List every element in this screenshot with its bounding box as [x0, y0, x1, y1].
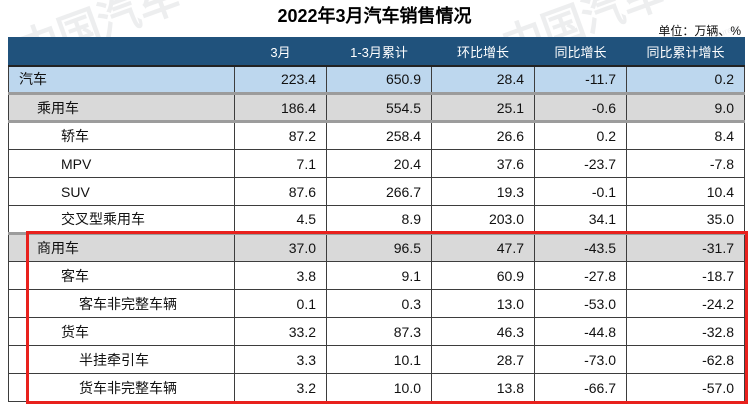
row-label: 货车非完整车辆: [8, 373, 235, 402]
value-cell: -24.2: [626, 289, 745, 318]
value-cell: 33.2: [234, 317, 327, 346]
value-cell: -7.8: [626, 149, 745, 178]
row-label: 商用车: [8, 232, 235, 262]
value-cell: 13.0: [431, 289, 535, 318]
value-cell: 3.3: [234, 345, 327, 374]
value-cell: 60.9: [431, 261, 535, 290]
table-row: 交叉型乘用车 4.5 8.9 203.0 34.1 35.0: [8, 205, 745, 234]
value-cell: 223.4: [234, 65, 327, 94]
value-cell: 9.1: [326, 261, 432, 290]
value-cell: 34.1: [534, 205, 627, 234]
table-row: 半挂牵引车 3.3 10.1 28.7 -73.0 -62.8: [8, 345, 745, 374]
value-cell: 10.0: [326, 373, 432, 402]
value-cell: -27.8: [534, 261, 627, 290]
row-label: MPV: [8, 149, 235, 178]
value-cell: 258.4: [326, 120, 432, 150]
sales-table: 3月 1-3月累计 环比增长 同比增长 同比累计增长 汽车 223.4 650.9 2…: [8, 37, 745, 402]
header-cell-mom-growth: 环比增长: [431, 37, 535, 67]
value-cell: 8.4: [626, 120, 745, 150]
row-label: 轿车: [8, 120, 235, 150]
value-cell: 7.1: [234, 149, 327, 178]
value-cell: 0.2: [626, 65, 745, 94]
value-cell: -0.6: [534, 92, 627, 122]
unit-note: 单位：万辆、%: [658, 24, 741, 38]
value-cell: 10.1: [326, 345, 432, 374]
value-cell: 186.4: [234, 92, 327, 122]
header-cell-ytd: 1-3月累计: [326, 37, 432, 67]
row-label: 货车: [8, 317, 235, 346]
value-cell: 37.6: [431, 149, 535, 178]
value-cell: 650.9: [326, 65, 432, 94]
table-row: 客车 3.8 9.1 60.9 -27.8 -18.7: [8, 261, 745, 290]
value-cell: -44.8: [534, 317, 627, 346]
value-cell: 203.0: [431, 205, 535, 234]
value-cell: 25.1: [431, 92, 535, 122]
table-row: SUV 87.6 266.7 19.3 -0.1 10.4: [8, 177, 745, 206]
value-cell: -32.8: [626, 317, 745, 346]
row-label: 交叉型乘用车: [8, 205, 235, 234]
header-cell-yoy-cum-growth: 同比累计增长: [626, 37, 745, 67]
value-cell: 46.3: [431, 317, 535, 346]
value-cell: 13.8: [431, 373, 535, 402]
value-cell: 35.0: [626, 205, 745, 234]
value-cell: 3.8: [234, 261, 327, 290]
table-row: 货车非完整车辆 3.2 10.0 13.8 -66.7 -57.0: [8, 373, 745, 402]
value-cell: 0.1: [234, 289, 327, 318]
table-row: 货车 33.2 87.3 46.3 -44.8 -32.8: [8, 317, 745, 346]
page-title: 2022年3月汽车销售情况: [277, 6, 472, 26]
value-cell: 3.2: [234, 373, 327, 402]
value-cell: 4.5: [234, 205, 327, 234]
value-cell: 87.2: [234, 120, 327, 150]
value-cell: -43.5: [534, 232, 627, 262]
value-cell: 8.9: [326, 205, 432, 234]
value-cell: -53.0: [534, 289, 627, 318]
row-label: 半挂牵引车: [8, 345, 235, 374]
value-cell: 87.6: [234, 177, 327, 206]
value-cell: -18.7: [626, 261, 745, 290]
value-cell: 96.5: [326, 232, 432, 262]
value-cell: 28.4: [431, 65, 535, 94]
header-cell-march: 3月: [234, 37, 327, 67]
value-cell: -23.7: [534, 149, 627, 178]
value-cell: -66.7: [534, 373, 627, 402]
value-cell: 19.3: [431, 177, 535, 206]
value-cell: 28.7: [431, 345, 535, 374]
value-cell: -0.1: [534, 177, 627, 206]
table-row: 汽车 223.4 650.9 28.4 -11.7 0.2: [8, 65, 745, 94]
table-row: 乘用车 186.4 554.5 25.1 -0.6 9.0: [8, 92, 745, 122]
value-cell: -57.0: [626, 373, 745, 402]
value-cell: -11.7: [534, 65, 627, 94]
table-row: 客车非完整车辆 0.1 0.3 13.0 -53.0 -24.2: [8, 289, 745, 318]
table-row: 轿车 87.2 258.4 26.6 0.2 8.4: [8, 120, 745, 150]
table-body: 汽车 223.4 650.9 28.4 -11.7 0.2 乘用车 186.4 554.5 25.…: [8, 65, 745, 402]
value-cell: -62.8: [626, 345, 745, 374]
value-cell: 0.3: [326, 289, 432, 318]
value-cell: 0.2: [534, 120, 627, 150]
row-label: SUV: [8, 177, 235, 206]
value-cell: 266.7: [326, 177, 432, 206]
value-cell: 554.5: [326, 92, 432, 122]
header-cell-yoy-growth: 同比增长: [534, 37, 627, 67]
value-cell: 26.6: [431, 120, 535, 150]
table-row: 商用车 37.0 96.5 47.7 -43.5 -31.7: [8, 232, 745, 262]
header-row: 3月 1-3月累计 环比增长 同比增长 同比累计增长: [8, 37, 745, 67]
value-cell: -73.0: [534, 345, 627, 374]
table-row: MPV 7.1 20.4 37.6 -23.7 -7.8: [8, 149, 745, 178]
value-cell: 47.7: [431, 232, 535, 262]
row-label: 客车非完整车辆: [8, 289, 235, 318]
value-cell: 87.3: [326, 317, 432, 346]
value-cell: 37.0: [234, 232, 327, 262]
row-label: 客车: [8, 261, 235, 290]
value-cell: 9.0: [626, 92, 745, 122]
row-label: 乘用车: [8, 92, 235, 122]
header-cell-category: [8, 37, 235, 67]
row-label: 汽车: [8, 65, 235, 94]
value-cell: 20.4: [326, 149, 432, 178]
value-cell: -31.7: [626, 232, 745, 262]
value-cell: 10.4: [626, 177, 745, 206]
